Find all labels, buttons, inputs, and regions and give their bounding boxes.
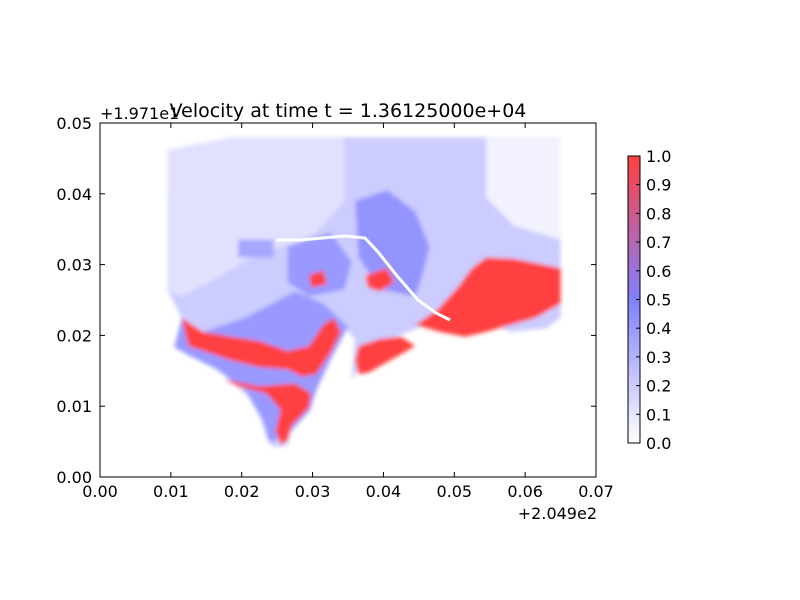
x-tick-label-4: 0.04 bbox=[366, 482, 402, 501]
colorbar-tick-label-4: 0.4 bbox=[646, 319, 671, 338]
field-region-10 bbox=[365, 268, 395, 292]
y-tick-label-1: 0.01 bbox=[56, 397, 92, 416]
field-region-9 bbox=[415, 257, 561, 337]
plot-frame bbox=[99, 122, 597, 478]
y-tick-label-3: 0.03 bbox=[56, 256, 92, 275]
field-region-12 bbox=[238, 239, 274, 258]
colorbar-tick-label-5: 0.5 bbox=[646, 291, 671, 310]
y-axis: 0.00 0.01 0.02 0.03 0.04 0.05 bbox=[56, 114, 596, 487]
x-tick-label-3: 0.03 bbox=[295, 482, 331, 501]
colorbar-ticks: 0.0 0.1 0.2 0.3 0.4 0.5 0.6 0.7 0.8 0.9 1.0 bbox=[636, 147, 671, 453]
colorbar-tick-label-1: 0.1 bbox=[646, 405, 671, 424]
field-region-5 bbox=[287, 232, 352, 297]
colorbar-tick-label-8: 0.8 bbox=[646, 204, 671, 223]
x-tick-label-7: 0.07 bbox=[578, 482, 614, 501]
colorbar-tick-label-3: 0.3 bbox=[646, 348, 671, 367]
colorbar-tick-label-2: 0.2 bbox=[646, 377, 671, 396]
chart-title: Velocity at time t = 1.36125000e+04 bbox=[170, 100, 527, 122]
y-tick-label-4: 0.04 bbox=[56, 185, 92, 204]
x-axis: 0.00 0.01 0.02 0.03 0.04 0.05 0.06 0.07 bbox=[82, 123, 614, 501]
colorbar-tick-label-7: 0.7 bbox=[646, 233, 671, 252]
field-region-8 bbox=[355, 336, 416, 375]
x-tick-label-5: 0.05 bbox=[436, 482, 472, 501]
colorbar-tick-label-9: 0.9 bbox=[646, 176, 671, 195]
breakwater-line bbox=[276, 234, 451, 322]
x-tick-label-6: 0.06 bbox=[507, 482, 543, 501]
y-tick-label-0: 0.00 bbox=[56, 468, 92, 487]
velocity-field bbox=[167, 137, 561, 448]
y-offset-label: +1.971e1 bbox=[100, 104, 179, 123]
y-tick-label-2: 0.02 bbox=[56, 326, 92, 345]
field-region-2 bbox=[486, 137, 561, 240]
field-region-3 bbox=[355, 190, 430, 297]
x-tick-label-1: 0.01 bbox=[153, 482, 189, 501]
colorbar-tick-label-6: 0.6 bbox=[646, 262, 671, 281]
field-region-6 bbox=[181, 317, 341, 377]
field-region-1 bbox=[167, 137, 345, 297]
x-tick-label-2: 0.02 bbox=[224, 482, 260, 501]
field-region-11 bbox=[309, 270, 327, 288]
x-tick-label-0: 0.00 bbox=[82, 482, 118, 501]
y-tick-label-5: 0.05 bbox=[56, 114, 92, 133]
field-region-7 bbox=[224, 379, 312, 446]
colorbar-tick-label-10: 1.0 bbox=[646, 147, 671, 166]
colorbar-tick-label-0: 0.0 bbox=[646, 434, 671, 453]
x-offset-label: +2.049e2 bbox=[518, 504, 597, 523]
